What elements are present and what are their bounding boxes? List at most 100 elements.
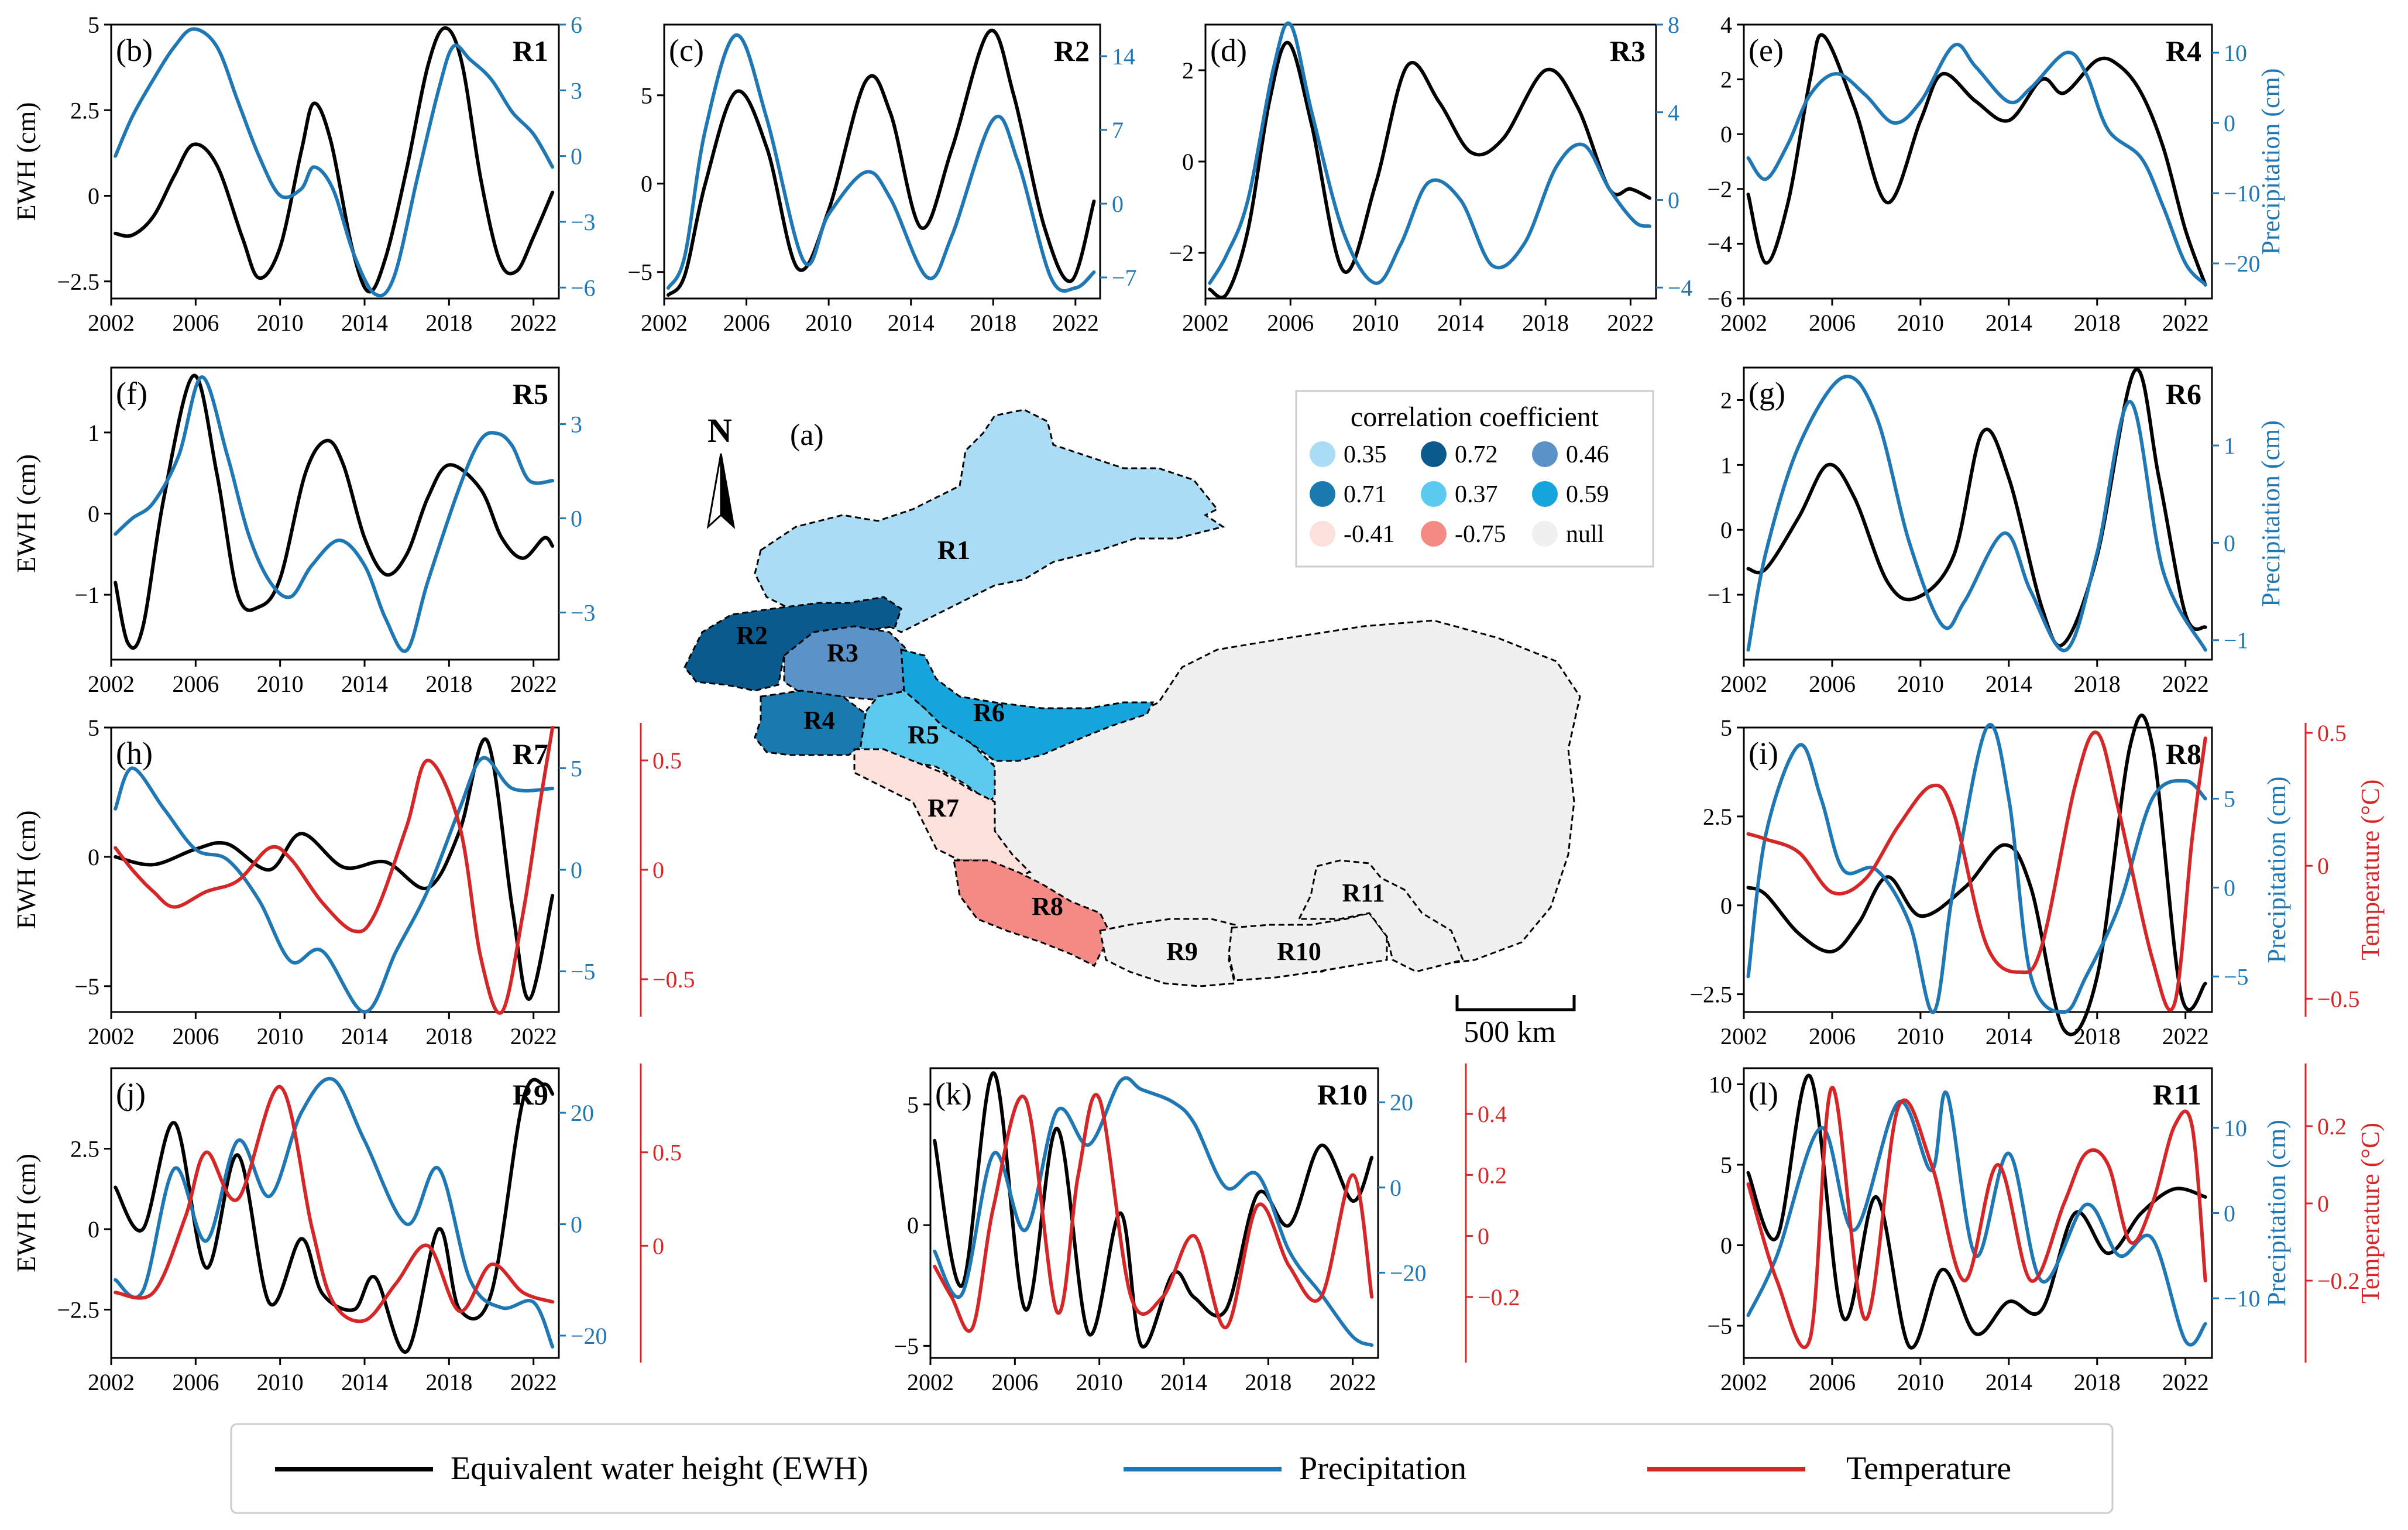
chart-r7-panel-label: (h) <box>116 736 153 771</box>
chart-r7-series-ewh <box>114 737 555 1001</box>
map-region-r8[interactable] <box>953 859 1113 968</box>
legend-value: -0.41 <box>1344 521 1395 548</box>
chart-r9-y3tick-label: 0 <box>652 1233 664 1259</box>
chart-r2-series-precipitation <box>667 33 1096 293</box>
chart-r10-ytick-label: −5 <box>894 1333 919 1359</box>
chart-r2-xtick-label: 2018 <box>970 310 1016 336</box>
chart-r10-xtick-label: 2018 <box>1245 1369 1291 1395</box>
chart-r3-y2tick-label: 8 <box>1668 12 1679 38</box>
chart-r4-ytick-label: −2 <box>1707 176 1732 203</box>
chart-r10-y3tick-label: −0.2 <box>1478 1284 1520 1311</box>
chart-r11-xtick-label: 2022 <box>2162 1369 2209 1395</box>
chart-r4-y2tick-label: −10 <box>2224 180 2261 207</box>
chart-r7-ytick-label: −5 <box>74 973 99 1000</box>
chart-r2: 2002 2006 2010 2014 2018 2022 −5 0 5 −7 0 7 14 (c) R2 <box>627 23 1137 336</box>
chart-r11-xtick-label: 2002 <box>1720 1369 1767 1395</box>
chart-r1-ylabel: EWH (cm) <box>11 102 41 221</box>
chart-r5-region-label: R5 <box>513 378 548 410</box>
chart-r5-xtick-label: 2018 <box>425 671 472 697</box>
chart-r8-y3tick-label: −0.5 <box>2317 986 2360 1012</box>
legend-value: 0.35 <box>1344 441 1387 468</box>
chart-r10-panel-label: (k) <box>935 1076 972 1112</box>
chart-r5-series-precipitation <box>114 375 555 653</box>
chart-r8-series-temperature <box>1746 730 2207 1012</box>
map-panel-label: (a) <box>790 418 824 452</box>
chart-r4-xtick-label: 2002 <box>1720 310 1767 336</box>
chart-r3-ytick-label: 2 <box>1182 57 1194 84</box>
chart-r5-ytick-label: 1 <box>88 420 99 446</box>
map-region-r4[interactable] <box>754 689 867 756</box>
map-region-r1[interactable] <box>754 409 1225 633</box>
chart-r9-ylabel: EWH (cm) <box>11 1154 41 1272</box>
region-label-r9: R9 <box>1166 937 1198 966</box>
chart-r1-xtick-label: 2022 <box>510 310 557 336</box>
chart-r7: 2002 2006 2010 2014 2018 2022 −5 0 5 EWH (cm) −5 0 5… <box>11 715 695 1049</box>
chart-r1-region-label: R1 <box>513 35 548 67</box>
chart-r7-series-temperature <box>114 726 555 1015</box>
chart-r10-y2tick-label: −20 <box>1390 1260 1427 1286</box>
chart-r8-y2label: Precipitation (cm) <box>2262 777 2291 963</box>
chart-r5-y2tick-label: 0 <box>571 506 582 532</box>
chart-r4-series-precipitation <box>1746 43 2207 286</box>
chart-r2-xtick-label: 2006 <box>723 310 770 336</box>
correlation-legend-title: correlation coefficient <box>1351 402 1599 433</box>
chart-r10-xtick-label: 2006 <box>991 1369 1038 1395</box>
map-region-r11[interactable] <box>1297 859 1465 973</box>
chart-r11-panel-label: (l) <box>1749 1076 1778 1112</box>
legend-value: null <box>1566 521 1604 548</box>
chart-r8-y3tick-label: 0.5 <box>2317 720 2347 746</box>
chart-r3-xtick-label: 2014 <box>1437 310 1484 336</box>
map-region-r6[interactable] <box>900 649 1155 762</box>
map-region-r9[interactable] <box>1099 918 1236 987</box>
chart-r2-y2tick-label: 0 <box>1112 191 1124 217</box>
chart-r7-xtick-label: 2014 <box>341 1023 388 1049</box>
region-label-r6: R6 <box>973 698 1005 727</box>
chart-r2-y2tick-label: 7 <box>1112 117 1124 143</box>
chart-r8-y3label: Temperature (°C) <box>2356 780 2385 960</box>
chart-r10-y2tick-label: 20 <box>1390 1089 1413 1116</box>
chart-r6-y2tick-label: 0 <box>2224 530 2235 556</box>
chart-r2-ytick-label: 5 <box>641 83 652 109</box>
region-label-r7: R7 <box>928 794 959 822</box>
chart-r9-panel-label: (j) <box>116 1076 146 1112</box>
chart-r6-ytick-label: 1 <box>1720 452 1732 478</box>
chart-r4-xtick-label: 2010 <box>1897 310 1944 336</box>
chart-r11-region-label: R11 <box>2153 1078 2201 1111</box>
legend-swatch <box>1310 521 1335 547</box>
chart-r9-xtick-label: 2010 <box>257 1369 304 1395</box>
chart-r6-ytick-label: 0 <box>1720 517 1732 543</box>
chart-r5-y2tick-label: 3 <box>571 411 582 438</box>
chart-r4-ytick-label: 4 <box>1720 12 1732 38</box>
chart-r5-ylabel: EWH (cm) <box>11 454 41 573</box>
legend-label: Equivalent water height (EWH) <box>451 1450 868 1487</box>
chart-r4-y2label: Precipitation (cm) <box>2256 68 2285 255</box>
chart-r9-y2tick-label: 0 <box>571 1212 582 1238</box>
chart-r8-y3tick-label: 0 <box>2317 853 2329 879</box>
chart-r4-xtick-label: 2006 <box>1809 310 1856 336</box>
chart-r9-xtick-label: 2018 <box>425 1369 472 1395</box>
legend-label: Temperature <box>1846 1450 2011 1487</box>
chart-r8-panel-label: (i) <box>1749 736 1778 771</box>
legend-swatch <box>1532 521 1558 547</box>
chart-r3-y2tick-label: −4 <box>1668 275 1693 301</box>
region-map: R1 R2 R3 R4 R5 R6 R7 R8 R9 R10 R11 (a) N… <box>683 390 1654 1049</box>
chart-r10-ytick-label: 0 <box>907 1212 919 1239</box>
chart-r10-series-precipitation <box>933 1076 1374 1347</box>
map-region-r10[interactable] <box>1228 912 1388 982</box>
chart-r1-frame <box>110 23 560 300</box>
legend-swatch <box>1421 441 1447 467</box>
chart-r8-ytick-label: 0 <box>1720 893 1732 919</box>
legend-swatch <box>1310 481 1335 507</box>
chart-r9-region-label: R9 <box>513 1078 548 1111</box>
chart-r8-ytick-label: 5 <box>1720 715 1732 741</box>
chart-r1-xtick-label: 2014 <box>341 310 388 336</box>
chart-r8-region-label: R8 <box>2166 737 2201 770</box>
map-region-r2[interactable] <box>683 596 902 692</box>
chart-r5-y2tick-label: −3 <box>571 600 596 626</box>
legend-value: 0.71 <box>1344 481 1387 508</box>
chart-r2-y2tick-label: 14 <box>1112 43 1135 70</box>
chart-r5: 2002 2006 2010 2014 2018 2022 −1 0 1 EWH (cm) −3 0 3… <box>11 366 596 697</box>
region-label-r1: R1 <box>937 535 970 565</box>
